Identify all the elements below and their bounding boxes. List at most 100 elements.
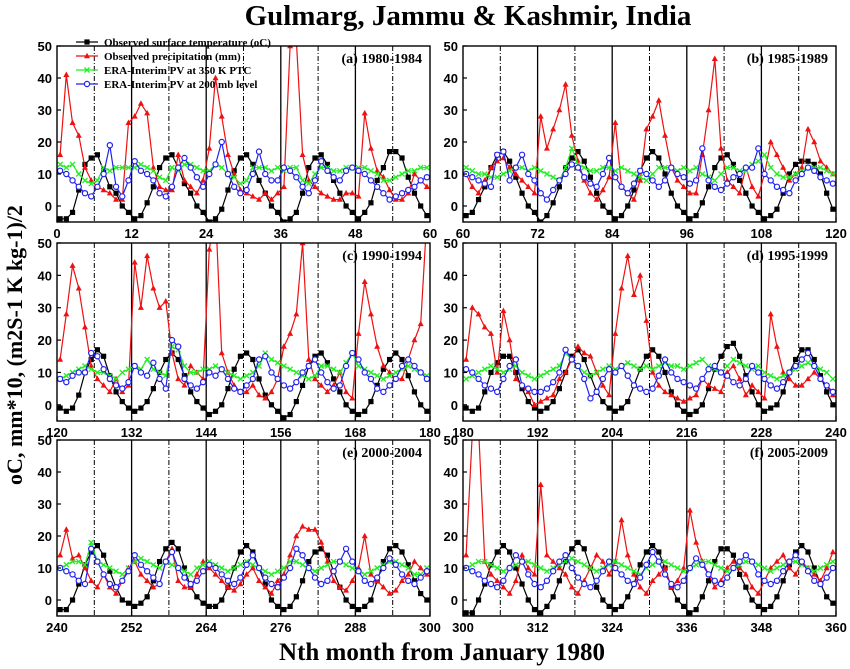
data-point	[305, 375, 312, 382]
data-point	[212, 363, 219, 369]
data-point	[587, 372, 594, 379]
data-point	[100, 366, 107, 373]
data-point	[274, 375, 281, 383]
data-point	[829, 548, 836, 555]
x-tick-label: 240	[46, 620, 68, 635]
data-point	[600, 203, 606, 209]
data-point	[113, 375, 120, 382]
data-point	[730, 183, 737, 189]
data-point	[100, 382, 107, 388]
y-axis-label: oC, mm*10, (m2S-1 K kg-1)/2	[2, 205, 27, 485]
data-point	[593, 369, 600, 376]
data-point	[224, 577, 232, 585]
data-point	[792, 382, 799, 388]
data-point	[342, 362, 350, 370]
data-point	[280, 343, 287, 349]
y-tick-label: 10	[444, 365, 458, 380]
data-point	[106, 565, 113, 571]
data-point	[423, 183, 430, 189]
data-point	[337, 190, 343, 196]
data-point	[674, 597, 681, 603]
data-point	[774, 402, 780, 408]
data-point	[593, 388, 600, 396]
data-point	[125, 366, 132, 373]
data-point	[761, 395, 768, 401]
data-point	[768, 405, 774, 411]
data-point	[767, 382, 774, 389]
data-point	[482, 389, 488, 395]
data-point	[824, 190, 830, 196]
data-point	[599, 186, 606, 193]
data-point	[243, 177, 250, 184]
data-point	[724, 363, 731, 369]
x-tick-label: 84	[605, 226, 620, 241]
data-point	[736, 382, 743, 389]
data-point	[63, 408, 69, 414]
data-point	[243, 388, 250, 395]
data-point	[761, 565, 768, 571]
series-4	[57, 336, 430, 396]
data-point	[699, 561, 706, 569]
data-point	[538, 408, 544, 414]
data-point	[94, 558, 101, 565]
data-point	[463, 610, 469, 616]
data-point	[823, 561, 830, 568]
data-point	[612, 607, 618, 613]
data-point	[817, 580, 824, 588]
data-point	[693, 359, 700, 366]
data-point	[674, 584, 681, 591]
data-point	[194, 594, 200, 600]
data-point	[299, 578, 306, 584]
data-point	[69, 571, 76, 578]
y-tick-label: 40	[38, 268, 52, 283]
data-point	[575, 149, 581, 155]
data-point	[805, 359, 811, 366]
data-point	[469, 304, 476, 310]
data-point	[380, 583, 387, 590]
data-point	[581, 164, 588, 171]
x-tick-label: 204	[601, 425, 623, 440]
data-point	[711, 583, 718, 590]
data-point	[692, 555, 700, 562]
x-tick-label: 324	[601, 620, 623, 635]
data-point	[162, 177, 169, 184]
data-point	[293, 558, 300, 565]
data-point	[463, 366, 470, 373]
data-point	[243, 186, 250, 194]
data-point	[311, 574, 319, 581]
data-point	[162, 297, 169, 304]
data-point	[81, 369, 89, 376]
data-point	[469, 167, 476, 174]
data-point	[699, 402, 705, 408]
data-point	[680, 568, 687, 575]
x-axis-label: Nth month from January 1980	[279, 639, 605, 666]
data-point	[380, 165, 386, 171]
data-point	[324, 388, 331, 395]
data-point	[693, 539, 700, 545]
data-point	[330, 366, 337, 373]
data-point	[405, 571, 412, 577]
data-point	[244, 543, 250, 549]
data-point	[417, 369, 424, 376]
data-point	[318, 369, 325, 376]
data-point	[481, 366, 488, 373]
data-point	[581, 173, 588, 181]
data-point	[156, 304, 163, 310]
data-point	[494, 360, 500, 366]
data-point	[724, 152, 730, 158]
data-point	[218, 138, 225, 146]
data-point	[687, 216, 693, 222]
data-point	[367, 571, 374, 577]
data-point	[805, 549, 811, 555]
data-point	[225, 187, 231, 193]
data-point	[168, 183, 176, 190]
data-point	[537, 372, 544, 379]
data-point	[380, 189, 387, 197]
data-point	[649, 548, 656, 556]
data-point	[256, 177, 262, 183]
data-point	[119, 577, 126, 585]
data-point	[57, 356, 64, 362]
data-point	[349, 558, 356, 565]
data-point	[755, 145, 762, 152]
data-point	[380, 362, 387, 369]
